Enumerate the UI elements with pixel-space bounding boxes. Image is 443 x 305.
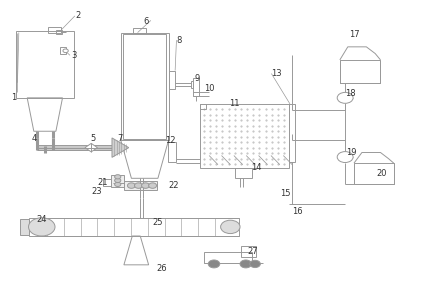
Bar (29, 218, 239, 236)
Text: 13: 13 (272, 69, 282, 78)
Text: 20: 20 (376, 169, 387, 178)
Bar (241, 246, 256, 257)
Bar (235, 168, 252, 178)
Text: 11: 11 (229, 99, 240, 108)
Bar (121, 33, 168, 140)
Bar (60, 47, 66, 53)
Text: 26: 26 (156, 264, 167, 273)
Text: 24: 24 (36, 215, 47, 224)
Circle shape (142, 183, 150, 188)
Text: 19: 19 (346, 148, 356, 157)
Bar (193, 78, 198, 96)
Bar (16, 31, 74, 98)
Polygon shape (85, 143, 97, 152)
Bar (289, 104, 295, 162)
Circle shape (128, 183, 136, 188)
Bar (167, 142, 175, 162)
Text: 12: 12 (166, 136, 176, 145)
Bar (204, 252, 253, 263)
Bar (103, 179, 113, 186)
Text: 21: 21 (97, 178, 108, 187)
Circle shape (337, 152, 353, 163)
Bar (133, 28, 147, 33)
Bar (200, 104, 289, 168)
Text: 9: 9 (194, 74, 200, 83)
Bar (56, 30, 62, 34)
Text: 17: 17 (349, 30, 359, 39)
Text: 4: 4 (31, 134, 36, 143)
Circle shape (135, 183, 143, 188)
Text: 1: 1 (12, 93, 16, 102)
Text: 25: 25 (152, 218, 163, 228)
Text: 5: 5 (91, 134, 96, 143)
Bar (124, 181, 157, 190)
Text: 15: 15 (280, 189, 291, 198)
Bar (19, 219, 29, 235)
Text: 7: 7 (117, 134, 123, 143)
Bar (190, 81, 193, 88)
Text: 27: 27 (247, 247, 258, 256)
Text: 18: 18 (346, 89, 356, 98)
Circle shape (221, 220, 240, 234)
Text: 3: 3 (71, 51, 76, 60)
Text: 10: 10 (204, 84, 214, 93)
Bar (168, 70, 175, 89)
Circle shape (115, 175, 121, 179)
Text: 16: 16 (292, 207, 303, 216)
Circle shape (208, 260, 220, 268)
Circle shape (337, 92, 353, 103)
Text: 23: 23 (91, 188, 102, 196)
Circle shape (28, 218, 55, 236)
Bar (48, 27, 61, 33)
Circle shape (115, 178, 121, 183)
Text: 14: 14 (252, 163, 262, 172)
Bar (200, 104, 206, 109)
Bar (111, 175, 124, 187)
Circle shape (240, 260, 252, 268)
Circle shape (115, 182, 121, 186)
Text: 2: 2 (75, 11, 81, 20)
Bar (354, 163, 394, 185)
Text: 8: 8 (177, 36, 182, 45)
Bar (124, 34, 166, 138)
Circle shape (63, 49, 68, 52)
Bar (340, 60, 381, 83)
Text: 22: 22 (168, 181, 179, 190)
Text: 6: 6 (144, 17, 149, 27)
Circle shape (250, 260, 260, 267)
Circle shape (149, 183, 156, 188)
Polygon shape (112, 138, 129, 157)
